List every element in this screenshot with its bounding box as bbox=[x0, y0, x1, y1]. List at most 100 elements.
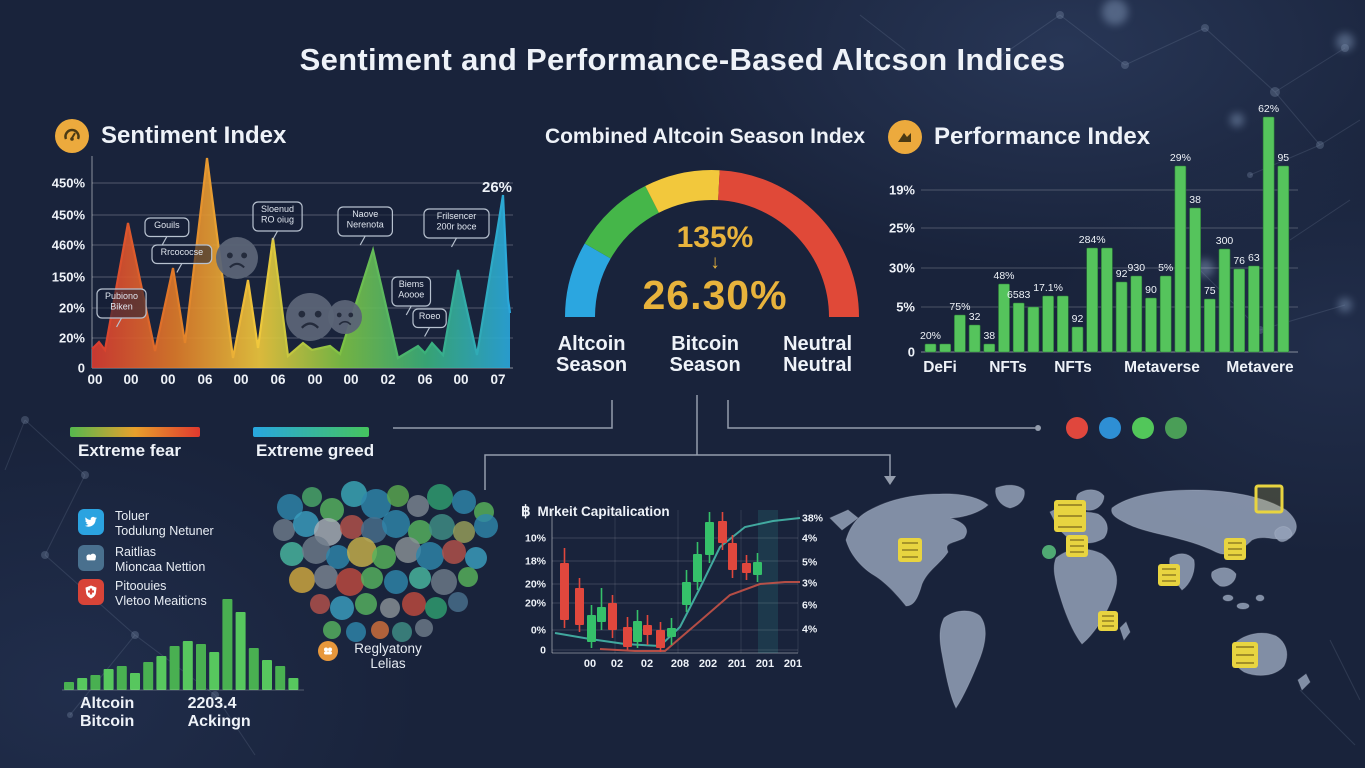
sentiment-title: Sentiment Index bbox=[101, 122, 287, 149]
svg-text:Biems: Biems bbox=[399, 279, 425, 289]
svg-text:32: 32 bbox=[969, 311, 981, 323]
svg-text:92: 92 bbox=[1072, 313, 1084, 325]
svg-text:02: 02 bbox=[380, 372, 395, 387]
svg-text:0: 0 bbox=[78, 361, 85, 376]
svg-text:26%: 26% bbox=[482, 179, 512, 196]
market-cap-candlestick-chart: 10% 18% 20% 20% 0% 0 38% 4% 5% 3% 6% 4% 00 02 02 208 202… bbox=[525, 510, 824, 670]
svg-text:00: 00 bbox=[307, 372, 322, 387]
svg-text:4%: 4% bbox=[802, 624, 818, 636]
gauge-label-bitcoin-season: Bitcoin Season bbox=[669, 333, 741, 376]
svg-text:202: 202 bbox=[699, 658, 717, 670]
svg-text:3%: 3% bbox=[802, 578, 818, 590]
svg-text:NFTs: NFTs bbox=[989, 359, 1027, 376]
svg-text:6%: 6% bbox=[802, 600, 818, 612]
svg-text:Rrcococse: Rrcococse bbox=[161, 247, 204, 257]
svg-text:63: 63 bbox=[1248, 252, 1260, 264]
sentiment-bubble-cluster bbox=[273, 481, 498, 642]
svg-text:Sloenud: Sloenud bbox=[261, 204, 294, 214]
svg-text:02: 02 bbox=[641, 658, 653, 670]
down-arrow-icon bbox=[884, 476, 896, 485]
extreme-fear-gradient-bar bbox=[70, 427, 200, 437]
social-row-media: Pitoouies Vletoo Meaiticns bbox=[78, 579, 207, 608]
svg-text:930: 930 bbox=[1128, 262, 1146, 274]
svg-text:200r boce: 200r boce bbox=[436, 222, 476, 232]
svg-text:5%: 5% bbox=[802, 557, 818, 569]
page-title: Sentiment and Performance-Based Altcson … bbox=[299, 42, 1066, 77]
social-text: Pitoouies Vletoo Meaiticns bbox=[115, 579, 207, 608]
svg-text:150%: 150% bbox=[52, 270, 86, 285]
svg-text:00: 00 bbox=[233, 372, 248, 387]
status-dot bbox=[1066, 417, 1088, 439]
status-dot bbox=[1132, 417, 1154, 439]
svg-text:NFTs: NFTs bbox=[1054, 359, 1092, 376]
svg-text:00: 00 bbox=[87, 372, 102, 387]
gauge-label-neutral: Neutral Neutral bbox=[783, 333, 852, 376]
svg-text:10%: 10% bbox=[525, 533, 547, 545]
svg-text:Nerenota: Nerenota bbox=[347, 220, 384, 230]
svg-text:00: 00 bbox=[343, 372, 358, 387]
svg-text:284%: 284% bbox=[1079, 234, 1106, 246]
gauge-label-altcoin-season: Altcoin Season bbox=[556, 333, 628, 376]
svg-text:48%: 48% bbox=[993, 270, 1014, 282]
svg-text:75: 75 bbox=[1204, 285, 1216, 297]
histogram-label-right: 2203.4 Ackingn bbox=[187, 695, 251, 730]
svg-text:300: 300 bbox=[1216, 235, 1234, 247]
status-dot bbox=[1099, 417, 1121, 439]
gauge-value-main: 26.30% bbox=[642, 272, 788, 318]
svg-text:76: 76 bbox=[1233, 255, 1245, 267]
svg-text:02: 02 bbox=[611, 658, 623, 670]
social-row-twitter: Toluer Todulung Netuner bbox=[78, 509, 214, 538]
svg-text:38%: 38% bbox=[802, 513, 824, 525]
sentiment-gauge-icon bbox=[55, 119, 89, 153]
svg-text:30%: 30% bbox=[889, 261, 915, 276]
performance-title: Performance Index bbox=[934, 123, 1151, 150]
svg-text:06: 06 bbox=[197, 372, 213, 387]
performance-bar-chart: 19%25%30%5%020%75%323848%658317.1%92284%… bbox=[889, 103, 1298, 376]
svg-text:450%: 450% bbox=[52, 176, 86, 191]
svg-text:Frilsencer: Frilsencer bbox=[437, 211, 477, 221]
svg-text:0: 0 bbox=[908, 345, 915, 360]
svg-text:90: 90 bbox=[1145, 284, 1157, 296]
svg-text:20%: 20% bbox=[525, 579, 547, 591]
twitter-icon bbox=[78, 509, 104, 535]
svg-text:38: 38 bbox=[983, 330, 995, 342]
regulation-label-group: Reglyatony Lelias bbox=[318, 641, 430, 671]
regulation-label: Reglyatony Lelias bbox=[354, 641, 422, 671]
svg-text:460%: 460% bbox=[52, 238, 86, 253]
svg-text:Roeo: Roeo bbox=[419, 311, 441, 321]
svg-text:20%: 20% bbox=[59, 301, 85, 316]
svg-text:RO oiug: RO oiug bbox=[261, 215, 294, 225]
svg-text:Naove: Naove bbox=[352, 209, 378, 219]
altcoin-bitcoin-histogram bbox=[62, 599, 304, 691]
gauge-value-top: 135% bbox=[676, 221, 754, 254]
performance-section-header: Performance Index bbox=[888, 120, 1150, 154]
svg-text:29%: 29% bbox=[1170, 152, 1191, 164]
svg-text:Pubiono: Pubiono bbox=[105, 291, 138, 301]
svg-text:0%: 0% bbox=[531, 625, 547, 637]
regulation-world-map bbox=[829, 484, 1311, 709]
histogram-labels: Altcoin Bitcoin 2203.4 Ackingn bbox=[80, 695, 298, 731]
svg-text:201: 201 bbox=[728, 658, 746, 670]
svg-text:75%: 75% bbox=[949, 301, 970, 313]
svg-text:00: 00 bbox=[584, 658, 596, 670]
social-text: Toluer Todulung Netuner bbox=[115, 509, 214, 538]
svg-text:4%: 4% bbox=[802, 533, 818, 545]
market-cap-title-group: ฿ Mrkeit Capitalication bbox=[521, 502, 670, 520]
svg-text:5%: 5% bbox=[896, 300, 915, 315]
svg-text:5%: 5% bbox=[1158, 262, 1173, 274]
svg-text:Biken: Biken bbox=[110, 302, 133, 312]
svg-text:00: 00 bbox=[160, 372, 175, 387]
svg-text:Metavere: Metavere bbox=[1226, 359, 1294, 376]
regulation-icon bbox=[318, 641, 338, 661]
svg-text:0: 0 bbox=[540, 645, 546, 657]
shield-icon bbox=[78, 579, 104, 605]
performance-arrow-icon bbox=[888, 120, 922, 154]
sentiment-area-chart: 450%450%460%150%20%20%000 00 00 06 00 06 00 00 0… bbox=[52, 156, 513, 387]
svg-text:20%: 20% bbox=[920, 330, 941, 342]
svg-text:38: 38 bbox=[1189, 194, 1201, 206]
down-arrow-icon: ↓ bbox=[710, 252, 720, 273]
cloud-icon bbox=[78, 545, 104, 571]
gauge-scale-labels: Altcoin Season Bitcoin Season Neutral Neutr… bbox=[556, 334, 852, 376]
